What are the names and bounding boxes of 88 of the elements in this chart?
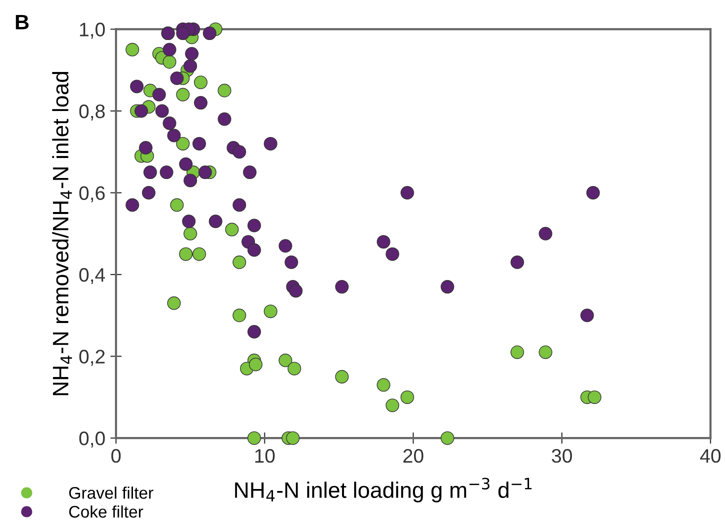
x-axis-title: NH$_{4}$-N inlet loading g m$^{−3}$ d$^{−1}$ xyxy=(235,478,532,502)
point xyxy=(284,256,298,270)
point xyxy=(152,88,166,102)
y-tick-label: 0,2 xyxy=(79,350,105,366)
legend-label: Coke filter xyxy=(69,505,144,518)
y-tick-label: 0,8 xyxy=(79,104,105,121)
point xyxy=(162,116,176,130)
point xyxy=(289,284,303,298)
point xyxy=(232,308,246,322)
point xyxy=(162,42,176,56)
text: B xyxy=(16,14,29,30)
point xyxy=(440,280,454,294)
x-tick-label: 20 xyxy=(403,449,424,463)
point xyxy=(182,214,196,228)
point xyxy=(167,296,181,310)
point xyxy=(167,128,181,142)
point xyxy=(176,136,190,150)
point xyxy=(376,378,390,392)
x-tick-label: 30 xyxy=(552,449,572,463)
point xyxy=(126,198,140,212)
point xyxy=(218,112,232,126)
point xyxy=(510,345,524,359)
point xyxy=(586,186,600,200)
point xyxy=(184,174,198,188)
x-tick-label: 10 xyxy=(255,449,275,463)
point xyxy=(160,166,174,180)
point xyxy=(194,96,208,110)
y-tick-label: 1,0 xyxy=(80,22,105,39)
point xyxy=(202,26,216,40)
point xyxy=(176,26,190,40)
point xyxy=(247,218,261,232)
point xyxy=(179,247,193,261)
point xyxy=(176,88,190,102)
point xyxy=(335,280,349,294)
point xyxy=(510,256,524,270)
point xyxy=(264,304,278,318)
point xyxy=(143,166,157,180)
point xyxy=(580,308,594,322)
point xyxy=(376,235,390,249)
point xyxy=(232,145,246,159)
y-axis-title: NH$_{4}$-N removed/NH$_{4}$-N inlet load xyxy=(52,72,72,396)
point xyxy=(126,42,140,56)
point xyxy=(134,104,148,118)
y-tick-label: 0,0 xyxy=(79,432,105,448)
point xyxy=(335,370,349,384)
point xyxy=(243,166,257,180)
y-tick-label: 0,6 xyxy=(79,186,105,202)
point xyxy=(400,390,414,404)
point xyxy=(247,243,261,257)
point xyxy=(440,431,454,445)
point xyxy=(194,76,208,90)
point xyxy=(225,222,239,236)
point xyxy=(538,345,552,359)
point xyxy=(247,431,261,445)
point xyxy=(286,431,300,445)
point xyxy=(218,84,232,98)
point xyxy=(198,166,212,180)
point xyxy=(170,72,184,86)
point xyxy=(386,398,400,412)
point xyxy=(184,226,198,240)
point xyxy=(386,247,400,261)
point xyxy=(248,358,262,372)
point xyxy=(138,141,152,155)
point xyxy=(162,55,176,69)
point xyxy=(278,354,292,368)
point xyxy=(185,46,199,60)
x-tick-label: 0 xyxy=(111,449,121,463)
point xyxy=(142,186,156,200)
point xyxy=(588,390,602,404)
point xyxy=(208,214,222,228)
legend-label: Gravel filter xyxy=(69,486,154,499)
point xyxy=(130,80,144,94)
y-tick-label: 0,4 xyxy=(79,268,106,284)
point xyxy=(155,104,169,118)
x-tick-label: 40 xyxy=(700,449,721,463)
point xyxy=(247,325,261,339)
point xyxy=(400,186,414,200)
point xyxy=(232,256,246,270)
point xyxy=(264,136,278,150)
point xyxy=(232,198,246,212)
point xyxy=(184,59,198,73)
point xyxy=(192,136,206,150)
point xyxy=(288,362,302,376)
point xyxy=(192,247,206,261)
point xyxy=(538,226,552,240)
point xyxy=(278,239,292,253)
point xyxy=(170,198,184,212)
point xyxy=(179,157,193,171)
